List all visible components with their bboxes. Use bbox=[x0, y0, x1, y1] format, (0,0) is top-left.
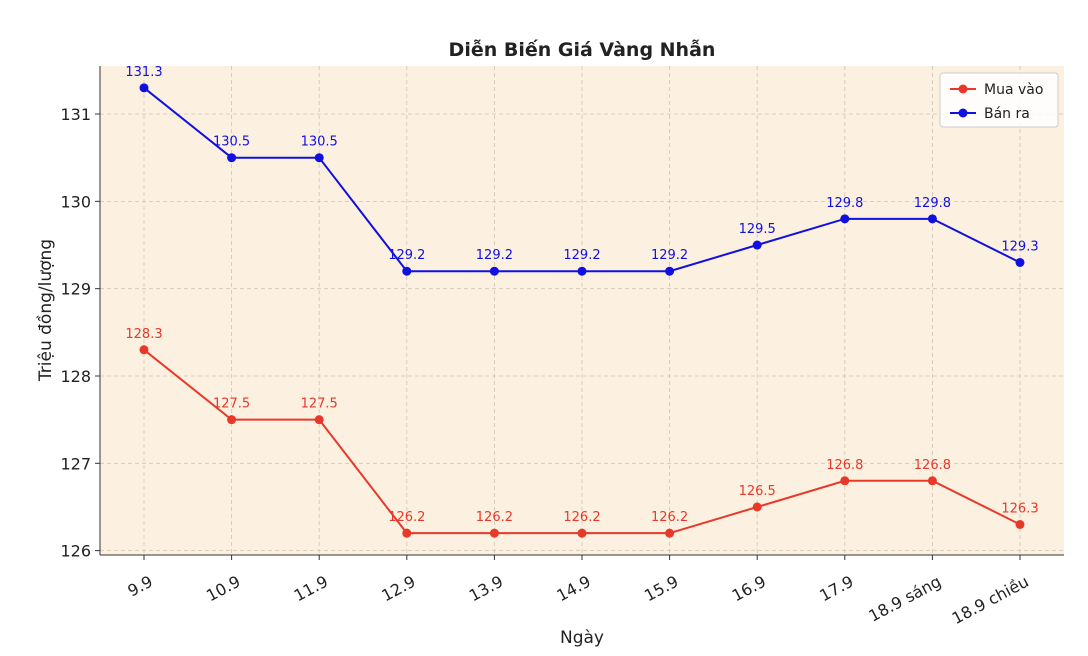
y-axis-label: Triệu đồng/lượng bbox=[35, 239, 56, 382]
data-label: 128.3 bbox=[125, 327, 162, 342]
data-point bbox=[227, 415, 237, 425]
x-tick-label: 9.9 bbox=[124, 572, 155, 601]
x-tick-label: 13.9 bbox=[466, 572, 506, 606]
data-label: 129.8 bbox=[826, 196, 863, 211]
data-point bbox=[139, 83, 149, 93]
data-point bbox=[927, 214, 937, 224]
y-tick-label: 128 bbox=[60, 367, 91, 386]
data-point bbox=[489, 266, 499, 276]
data-label: 129.2 bbox=[476, 248, 513, 263]
data-label: 129.8 bbox=[914, 196, 951, 211]
legend: Mua vào Bán ra bbox=[939, 72, 1059, 128]
data-point bbox=[1015, 519, 1025, 529]
x-tick-label: 18.9 sáng bbox=[865, 572, 944, 626]
legend-label: Bán ra bbox=[984, 106, 1030, 122]
data-point bbox=[665, 528, 675, 538]
data-label: 126.8 bbox=[826, 458, 863, 473]
data-label: 126.8 bbox=[914, 458, 951, 473]
data-point bbox=[752, 502, 762, 512]
data-point bbox=[840, 476, 850, 486]
legend-marker bbox=[958, 108, 968, 118]
legend-marker bbox=[958, 84, 968, 94]
data-point bbox=[1015, 257, 1025, 267]
data-point bbox=[314, 153, 324, 163]
data-label: 130.5 bbox=[301, 135, 338, 150]
data-label: 129.2 bbox=[651, 248, 688, 263]
data-point bbox=[402, 528, 412, 538]
x-tick-label: 18.9 chiều bbox=[949, 572, 1032, 628]
x-tick-label: 14.9 bbox=[554, 572, 594, 606]
grid-lines bbox=[100, 66, 1064, 555]
x-tick-label: 11.9 bbox=[291, 572, 331, 606]
data-label: 126.2 bbox=[388, 510, 425, 525]
data-point bbox=[402, 266, 412, 276]
data-label: 129.2 bbox=[388, 248, 425, 263]
x-tick-label: 10.9 bbox=[203, 572, 243, 606]
data-label: 127.5 bbox=[213, 397, 250, 412]
data-point bbox=[227, 153, 237, 163]
data-point bbox=[489, 528, 499, 538]
data-point bbox=[927, 476, 937, 486]
y-tick-label: 126 bbox=[60, 542, 91, 561]
x-tick-label: 17.9 bbox=[816, 572, 856, 606]
data-label: 130.5 bbox=[213, 135, 250, 150]
data-label: 126.2 bbox=[651, 510, 688, 525]
data-label: 131.3 bbox=[125, 65, 162, 80]
y-tick-label: 130 bbox=[60, 192, 91, 211]
x-tick-label: 15.9 bbox=[641, 572, 681, 606]
data-point bbox=[752, 240, 762, 250]
data-point bbox=[314, 415, 324, 425]
data-label: 126.3 bbox=[1001, 501, 1038, 516]
y-tick-label: 127 bbox=[60, 454, 91, 473]
data-label: 126.5 bbox=[739, 484, 776, 499]
data-point bbox=[840, 214, 850, 224]
series-layer bbox=[139, 83, 1025, 538]
data-label: 127.5 bbox=[301, 397, 338, 412]
data-label: 129.2 bbox=[563, 248, 600, 263]
y-tick-label: 131 bbox=[60, 105, 91, 124]
data-label: 129.3 bbox=[1001, 239, 1038, 254]
data-label: 126.2 bbox=[563, 510, 600, 525]
data-label: 129.5 bbox=[739, 222, 776, 237]
x-tick-label: 12.9 bbox=[378, 572, 418, 606]
legend-label: Mua vào bbox=[984, 82, 1043, 98]
data-point bbox=[577, 266, 587, 276]
data-point bbox=[577, 528, 587, 538]
data-labels: 128.3 127.5 127.5 126.2 126.2 126.2 126.2 126.5… bbox=[125, 65, 1038, 525]
chart-title: Diễn Biến Giá Vàng Nhẫn bbox=[449, 37, 716, 61]
x-axis-label: Ngày bbox=[560, 628, 604, 648]
data-point bbox=[665, 266, 675, 276]
x-tick-label: 16.9 bbox=[729, 572, 769, 606]
data-label: 126.2 bbox=[476, 510, 513, 525]
y-tick-label: 129 bbox=[60, 280, 91, 299]
data-point bbox=[139, 345, 149, 355]
